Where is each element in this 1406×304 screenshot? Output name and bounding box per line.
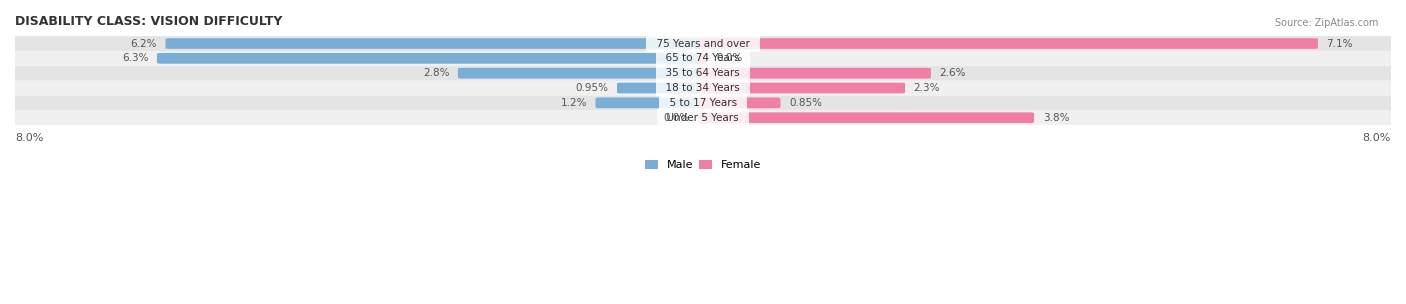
- Text: DISABILITY CLASS: VISION DIFFICULTY: DISABILITY CLASS: VISION DIFFICULTY: [15, 15, 283, 28]
- FancyBboxPatch shape: [699, 53, 707, 64]
- Text: 2.8%: 2.8%: [423, 68, 450, 78]
- Text: 0.0%: 0.0%: [664, 113, 690, 123]
- FancyBboxPatch shape: [699, 112, 1033, 123]
- Text: 75 Years and over: 75 Years and over: [650, 39, 756, 49]
- Text: 8.0%: 8.0%: [1362, 133, 1391, 143]
- Text: 8.0%: 8.0%: [15, 133, 44, 143]
- FancyBboxPatch shape: [699, 98, 780, 108]
- Text: 7.1%: 7.1%: [1326, 39, 1353, 49]
- FancyBboxPatch shape: [699, 68, 931, 78]
- Text: 65 to 74 Years: 65 to 74 Years: [659, 54, 747, 63]
- FancyBboxPatch shape: [15, 95, 1391, 110]
- FancyBboxPatch shape: [699, 38, 1317, 49]
- FancyBboxPatch shape: [15, 110, 1391, 125]
- FancyBboxPatch shape: [15, 66, 1391, 81]
- Text: 0.95%: 0.95%: [575, 83, 609, 93]
- FancyBboxPatch shape: [596, 98, 707, 108]
- Text: 2.6%: 2.6%: [939, 68, 966, 78]
- Text: 0.0%: 0.0%: [716, 54, 742, 63]
- Text: 3.8%: 3.8%: [1043, 113, 1069, 123]
- FancyBboxPatch shape: [699, 112, 707, 123]
- FancyBboxPatch shape: [15, 36, 1391, 51]
- Text: 0.85%: 0.85%: [789, 98, 823, 108]
- FancyBboxPatch shape: [15, 51, 1391, 66]
- Text: Under 5 Years: Under 5 Years: [661, 113, 745, 123]
- FancyBboxPatch shape: [166, 38, 707, 49]
- Text: Source: ZipAtlas.com: Source: ZipAtlas.com: [1274, 18, 1378, 28]
- Text: 5 to 17 Years: 5 to 17 Years: [662, 98, 744, 108]
- Legend: Male, Female: Male, Female: [640, 155, 766, 175]
- Text: 6.2%: 6.2%: [131, 39, 157, 49]
- FancyBboxPatch shape: [699, 83, 905, 93]
- FancyBboxPatch shape: [15, 81, 1391, 95]
- Text: 2.3%: 2.3%: [914, 83, 941, 93]
- Text: 6.3%: 6.3%: [122, 54, 148, 63]
- FancyBboxPatch shape: [458, 68, 707, 78]
- FancyBboxPatch shape: [617, 83, 707, 93]
- Text: 18 to 34 Years: 18 to 34 Years: [659, 83, 747, 93]
- Text: 1.2%: 1.2%: [561, 98, 586, 108]
- Text: 35 to 64 Years: 35 to 64 Years: [659, 68, 747, 78]
- FancyBboxPatch shape: [157, 53, 707, 64]
